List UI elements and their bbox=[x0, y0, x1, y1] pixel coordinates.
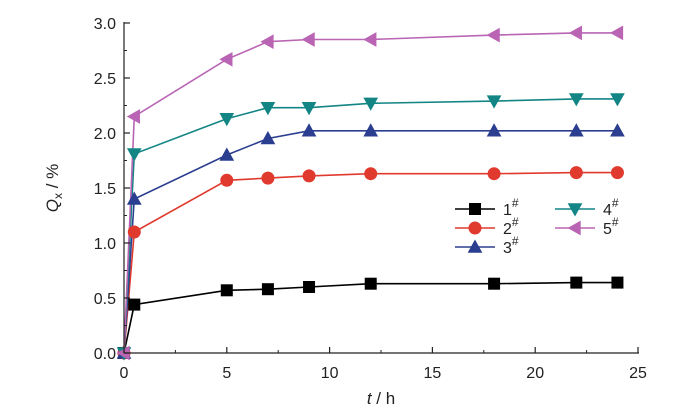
legend-item-5: 5# bbox=[555, 215, 619, 238]
legend-marker bbox=[469, 203, 481, 215]
y-axis-ticks: 0.0 0.5 1.0 1.5 2.0 2.5 3.0 bbox=[94, 16, 130, 363]
legend-label-name: 1 bbox=[503, 202, 512, 219]
x-tick-label: 5 bbox=[222, 365, 231, 382]
data-point-2 bbox=[487, 167, 501, 181]
data-point-2 bbox=[364, 167, 378, 181]
y-axis-label: Qx / % bbox=[43, 164, 65, 213]
data-point-3 bbox=[260, 130, 276, 145]
legend-label-name: 4 bbox=[603, 202, 612, 219]
data-point-3 bbox=[568, 123, 584, 137]
data-point-3 bbox=[486, 123, 502, 137]
legend-label-name: 3 bbox=[503, 240, 512, 257]
legend-label-sup: # bbox=[612, 196, 619, 210]
data-point-2 bbox=[610, 166, 624, 180]
y-tick-label: 0.5 bbox=[94, 291, 116, 308]
y-tick-label: 0.0 bbox=[94, 346, 116, 363]
x-tick-label: 10 bbox=[321, 365, 339, 382]
legend-label-sup: # bbox=[612, 215, 619, 229]
legend-label-sup: # bbox=[512, 234, 519, 248]
legend-item-3: 3# bbox=[455, 234, 519, 257]
data-point-2 bbox=[261, 171, 275, 185]
data-point-3 bbox=[301, 123, 317, 137]
data-point-1 bbox=[261, 283, 274, 296]
x-tick-label: 20 bbox=[526, 365, 544, 382]
x-axis-ticks: 0 5 10 15 20 25 bbox=[120, 347, 647, 382]
data-point-5 bbox=[363, 32, 377, 47]
y-axis-label-subscript: x bbox=[51, 193, 65, 199]
legend-label: 5# bbox=[603, 215, 619, 238]
legend: 1#2#3#4#5# bbox=[455, 196, 619, 257]
series-line-4 bbox=[123, 98, 618, 354]
series-line-1 bbox=[123, 281, 618, 354]
legend-marker bbox=[468, 221, 482, 235]
y-axis-label-italic: Q bbox=[43, 199, 62, 212]
data-point-4 bbox=[301, 102, 317, 116]
x-axis-label-unit: / h bbox=[372, 389, 396, 408]
legend-label-sup: # bbox=[512, 215, 519, 229]
legend-label-name: 2 bbox=[503, 221, 512, 238]
legend-label: 4# bbox=[603, 196, 619, 219]
x-axis-label: t / h bbox=[367, 389, 395, 408]
y-tick-label: 1.5 bbox=[94, 181, 116, 198]
x-tick-label: 25 bbox=[629, 365, 647, 382]
data-point-2 bbox=[127, 225, 141, 239]
x-tick-label: 15 bbox=[424, 365, 442, 382]
data-point-5 bbox=[301, 32, 315, 47]
data-point-1 bbox=[128, 298, 141, 311]
data-point-3 bbox=[219, 147, 235, 161]
data-point-5 bbox=[126, 109, 140, 124]
data-point-5 bbox=[260, 34, 274, 50]
legend-item-4: 4# bbox=[555, 196, 619, 219]
data-point-3 bbox=[363, 123, 379, 137]
data-point-3 bbox=[610, 123, 625, 137]
data-point-1 bbox=[220, 284, 233, 297]
series-lines bbox=[123, 32, 618, 354]
data-point-1 bbox=[611, 276, 624, 289]
y-tick-label: 2.0 bbox=[94, 126, 116, 143]
y-axis-label-unit: / % bbox=[43, 164, 62, 193]
data-point-2 bbox=[220, 173, 234, 187]
data-point-5 bbox=[486, 27, 500, 43]
legend-label: 3# bbox=[503, 234, 519, 257]
series-line-5 bbox=[123, 32, 618, 354]
series-line-2 bbox=[123, 171, 618, 354]
legend-label-sup: # bbox=[512, 196, 519, 210]
legend-marker bbox=[567, 203, 583, 217]
data-point-4 bbox=[126, 148, 142, 162]
legend-label: 1# bbox=[503, 196, 519, 219]
data-point-5 bbox=[568, 25, 583, 41]
data-point-4 bbox=[260, 102, 276, 116]
data-point-1 bbox=[488, 277, 501, 290]
data-point-2 bbox=[569, 166, 583, 180]
data-point-4 bbox=[219, 113, 235, 127]
data-point-1 bbox=[570, 276, 583, 289]
series-line-3 bbox=[123, 130, 618, 354]
legend-marker bbox=[467, 239, 483, 253]
legend-label: 2# bbox=[503, 215, 519, 238]
data-point-4 bbox=[486, 95, 502, 109]
data-point-5 bbox=[219, 51, 233, 67]
data-point-2 bbox=[302, 169, 316, 183]
series-markers bbox=[116, 25, 625, 361]
data-point-1 bbox=[364, 277, 377, 290]
data-point-4 bbox=[568, 93, 584, 107]
y-tick-label: 1.0 bbox=[94, 236, 116, 253]
data-point-3 bbox=[126, 191, 142, 205]
legend-item-2: 2# bbox=[455, 215, 519, 238]
legend-label-name: 5 bbox=[603, 221, 612, 238]
data-point-4 bbox=[610, 93, 625, 107]
legend-marker bbox=[567, 220, 581, 236]
legend-item-1: 1# bbox=[455, 196, 519, 219]
y-tick-label: 3.0 bbox=[94, 16, 116, 33]
data-point-5 bbox=[609, 25, 624, 41]
data-point-4 bbox=[363, 97, 379, 111]
x-axis-label-italic: t bbox=[367, 389, 373, 408]
data-point-1 bbox=[303, 281, 316, 293]
y-tick-label: 2.5 bbox=[94, 71, 116, 88]
x-tick-label: 0 bbox=[120, 365, 129, 382]
